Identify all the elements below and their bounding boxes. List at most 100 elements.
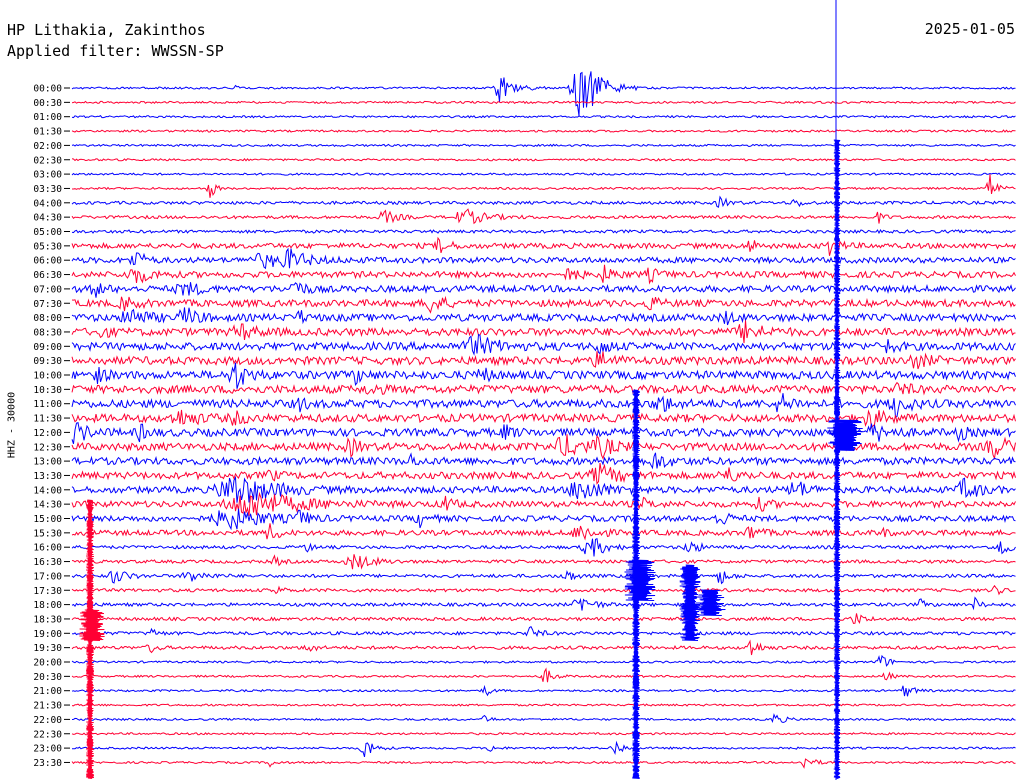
trace-0300: [71, 172, 1016, 176]
trace-2130: [71, 703, 1016, 707]
trace-1530: [71, 523, 1016, 541]
filter-label: Applied filter: WWSSN-SP: [7, 42, 224, 60]
time-label-1030: 10:30: [33, 385, 62, 396]
event-band-right-peak: [827, 419, 863, 451]
time-label-0400: 04:00: [33, 198, 62, 209]
traces: [71, 71, 1016, 769]
trace-0830: [71, 320, 1016, 344]
time-label-1630: 16:30: [33, 557, 62, 568]
time-label-1830: 18:30: [33, 614, 62, 625]
trace-0000: [71, 71, 1016, 117]
trace-0730: [71, 295, 1016, 314]
time-label-1000: 10:00: [33, 371, 62, 382]
trace-0430: [71, 208, 1016, 225]
event-band-mid: [679, 564, 701, 641]
trace-1300: [71, 452, 1016, 470]
time-label-0930: 09:30: [33, 356, 62, 367]
trace-0700: [71, 282, 1016, 298]
trace-0600: [71, 247, 1016, 270]
time-label-0500: 05:00: [33, 227, 62, 238]
time-label-1930: 19:30: [33, 643, 62, 654]
time-label-0730: 07:30: [33, 299, 62, 310]
trace-1200: [71, 421, 1016, 444]
trace-2100: [71, 684, 1016, 697]
trace-1230: [71, 434, 1016, 461]
trace-0900: [71, 333, 1016, 356]
trace-0100: [71, 114, 1016, 119]
trace-1100: [71, 393, 1016, 419]
time-label-1900: 19:00: [33, 629, 62, 640]
time-label-1730: 17:30: [33, 586, 62, 597]
event-band-mid-peak: [694, 589, 726, 616]
trace-1430: [71, 491, 1016, 516]
time-label-0230: 02:30: [33, 155, 62, 166]
trace-2030: [71, 667, 1016, 683]
event-band-center-peak: [624, 559, 656, 601]
trace-1830: [71, 613, 1016, 625]
time-label-0130: 01:30: [33, 127, 62, 138]
trace-2330: [71, 758, 1016, 769]
time-label-0530: 05:30: [33, 241, 62, 252]
date-label: 2025-01-05: [924, 20, 1015, 38]
time-label-0100: 01:00: [33, 112, 62, 123]
event-band-left-peak: [79, 609, 105, 641]
time-label-0700: 07:00: [33, 284, 62, 295]
time-label-2200: 22:00: [33, 715, 62, 726]
trace-0500: [71, 228, 1016, 235]
time-label-0830: 08:30: [33, 327, 62, 338]
trace-1000: [71, 362, 1016, 389]
event-band-right: [833, 139, 841, 779]
trace-0800: [71, 307, 1016, 326]
trace-1600: [71, 538, 1016, 557]
trace-0530: [71, 236, 1016, 256]
time-label-2300: 23:00: [33, 744, 62, 755]
trace-0330: [72, 174, 1016, 198]
time-tick-labels: 00:00 00:30 01:00 01:30 02:00 02:30 03:00 03:30…: [33, 84, 70, 769]
time-label-1600: 16:00: [33, 543, 62, 554]
time-label-1400: 14:00: [33, 485, 62, 496]
trace-1930: [71, 639, 1016, 656]
trace-1130: [71, 409, 1016, 429]
time-label-0200: 02:00: [33, 141, 62, 152]
trace-1900: [71, 626, 1016, 638]
time-label-1300: 13:00: [33, 457, 62, 468]
time-label-1700: 17:00: [33, 571, 62, 582]
station-title: HP Lithakia, Zakinthos: [7, 21, 206, 39]
time-label-1430: 14:30: [33, 500, 62, 511]
trace-1800: [71, 596, 1016, 611]
trace-0930: [71, 351, 1016, 370]
trace-1730: [71, 584, 1016, 596]
time-label-1530: 15:30: [33, 528, 62, 539]
time-label-2000: 20:00: [33, 658, 62, 669]
time-label-0030: 00:30: [33, 98, 62, 109]
trace-0630: [71, 264, 1016, 285]
trace-2000: [71, 654, 1016, 667]
time-label-0630: 06:30: [33, 270, 62, 281]
time-label-2100: 21:00: [33, 686, 62, 697]
trace-0200: [71, 143, 1016, 148]
time-label-2330: 23:30: [33, 758, 62, 769]
time-label-1100: 11:00: [33, 399, 62, 410]
trace-2300: [72, 740, 1016, 758]
time-label-1130: 11:30: [33, 414, 62, 425]
time-label-2230: 22:30: [33, 729, 62, 740]
time-label-0900: 09:00: [33, 342, 62, 353]
time-label-1800: 18:00: [33, 600, 62, 611]
trace-1030: [71, 381, 1016, 396]
time-label-0430: 04:30: [33, 213, 62, 224]
trace-1400: [71, 475, 1016, 503]
markers: [79, 0, 863, 780]
trace-0230: [71, 157, 1016, 162]
time-label-1500: 15:00: [33, 514, 62, 525]
time-label-0600: 06:00: [33, 256, 62, 267]
time-label-1330: 13:30: [33, 471, 62, 482]
time-label-0330: 03:30: [33, 184, 62, 195]
time-label-1230: 12:30: [33, 442, 62, 453]
time-label-0300: 03:00: [33, 170, 62, 181]
header: HP Lithakia, Zakinthos Applied filter: W…: [7, 20, 224, 62]
time-label-0800: 08:00: [33, 313, 62, 324]
time-label-2130: 21:30: [33, 701, 62, 712]
time-label-2030: 20:30: [33, 672, 62, 683]
trace-0130: [71, 129, 1016, 133]
